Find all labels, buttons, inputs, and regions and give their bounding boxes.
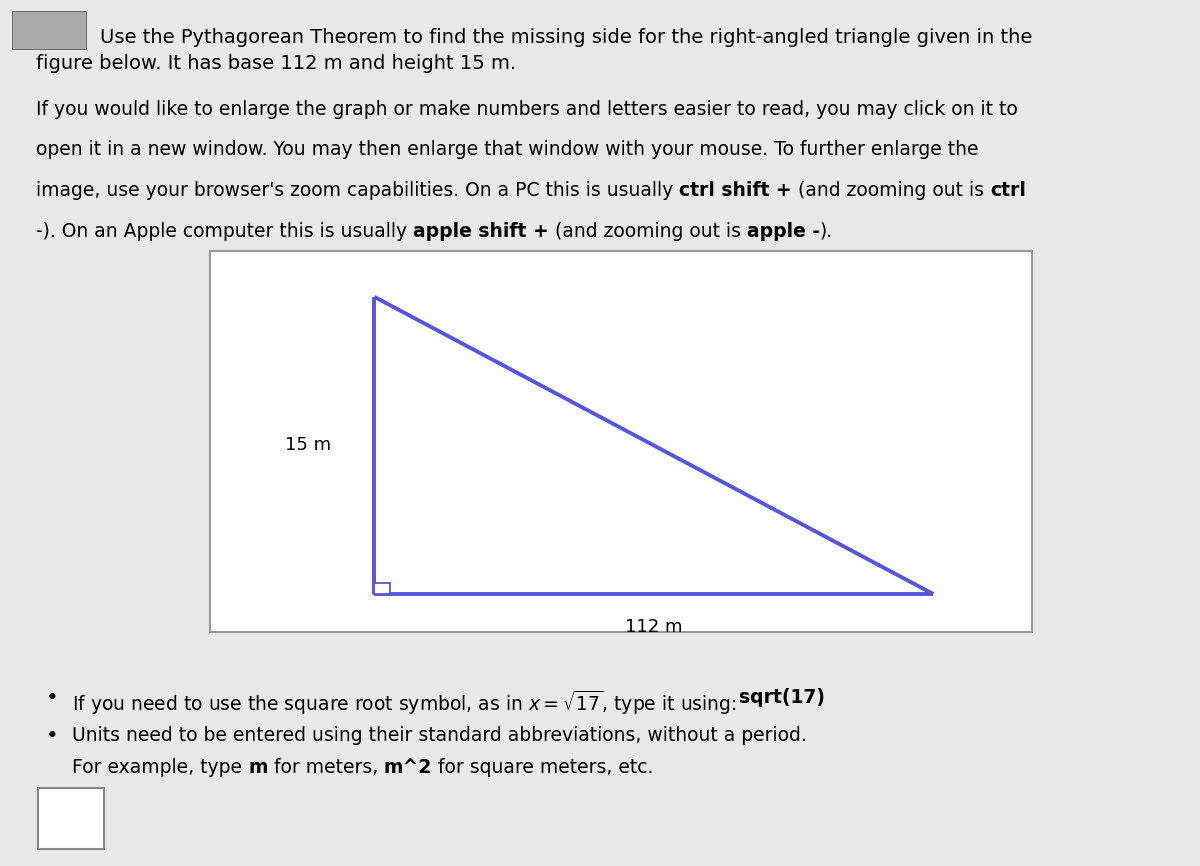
FancyBboxPatch shape — [12, 11, 86, 49]
Bar — [38, 788, 104, 849]
Text: ).: ). — [820, 222, 833, 241]
Text: 15 m: 15 m — [286, 436, 331, 455]
Text: -). On an Apple computer this is usually: -). On an Apple computer this is usually — [36, 222, 413, 241]
Text: m: m — [248, 758, 268, 777]
Text: For example, type: For example, type — [72, 758, 248, 777]
Text: 112 m: 112 m — [625, 618, 683, 636]
Text: •: • — [46, 726, 59, 746]
Text: (and zooming out is: (and zooming out is — [548, 222, 746, 241]
Text: for square meters, etc.: for square meters, etc. — [432, 758, 653, 777]
Text: open it in a new window. You may then enlarge that window with your mouse. To fu: open it in a new window. You may then en… — [36, 140, 978, 159]
Text: m^2: m^2 — [384, 758, 432, 777]
Text: Use the Pythagorean Theorem to find the missing side for the right-angled triang: Use the Pythagorean Theorem to find the … — [100, 28, 1032, 47]
Text: •: • — [46, 688, 59, 708]
Text: for meters,: for meters, — [268, 758, 384, 777]
Text: apple shift +: apple shift + — [413, 222, 548, 241]
Text: ctrl: ctrl — [990, 181, 1026, 200]
Text: ctrl shift +: ctrl shift + — [679, 181, 792, 200]
Text: figure below. It has base 112 m and height 15 m.: figure below. It has base 112 m and heig… — [36, 54, 516, 73]
Bar — [210, 251, 1032, 632]
Text: Units need to be entered using their standard abbreviations, without a period.: Units need to be entered using their sta… — [72, 726, 806, 745]
Text: apple -: apple - — [746, 222, 820, 241]
Bar — [374, 583, 390, 594]
Text: If you would like to enlarge the graph or make numbers and letters easier to rea: If you would like to enlarge the graph o… — [36, 100, 1018, 119]
Text: sqrt(17): sqrt(17) — [739, 688, 824, 708]
Text: If you need to use the square root symbol, as in $x = \sqrt{17}$, type it using:: If you need to use the square root symbo… — [72, 688, 739, 716]
Text: image, use your browser's zoom capabilities. On a PC this is usually: image, use your browser's zoom capabilit… — [36, 181, 679, 200]
Text: (and zooming out is: (and zooming out is — [792, 181, 990, 200]
